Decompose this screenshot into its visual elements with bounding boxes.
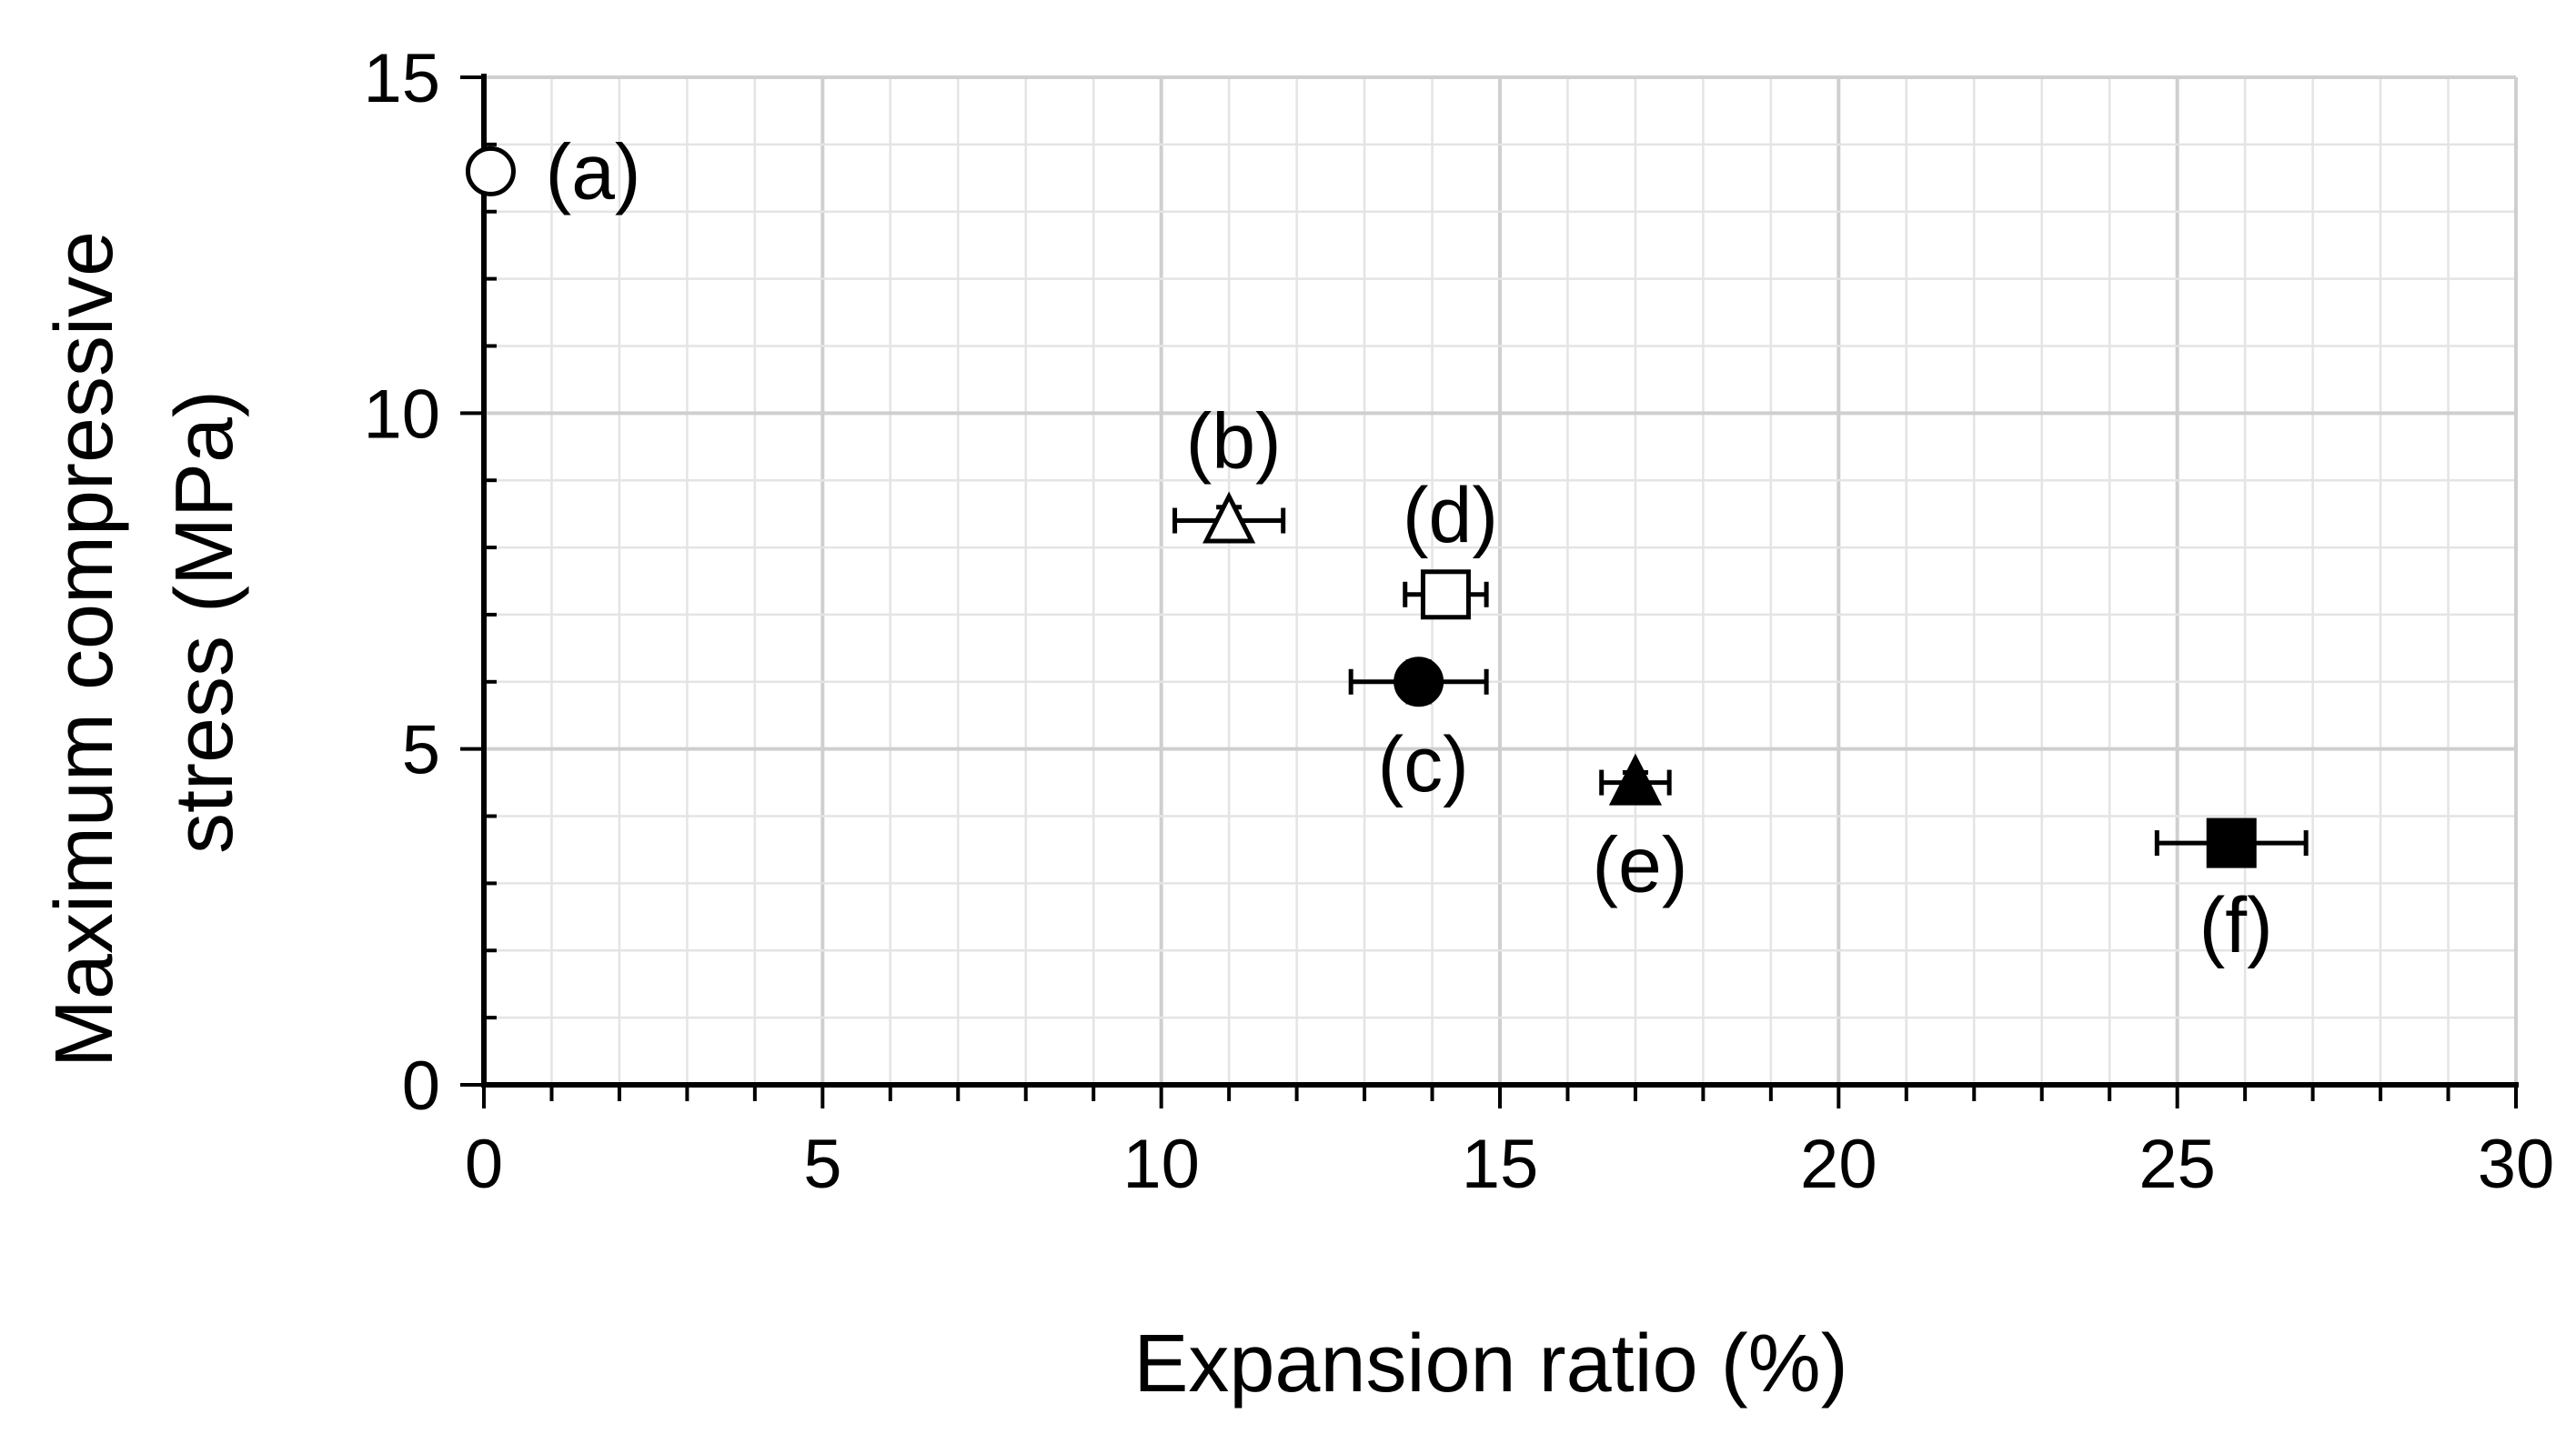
x-tick-label: 20 [1800,1126,1877,1203]
x-tick-label: 10 [1122,1126,1200,1203]
y-tick-label: 5 [402,712,440,789]
point-label: (f) [2199,882,2273,969]
data-points: (a) (b) (c) (d) (e) (f) [465,128,2309,969]
data-point-6: (f) [2154,817,2309,969]
triangle-marker [1202,491,1256,544]
x-tick-label: 15 [1462,1126,1539,1203]
square-marker [2206,817,2257,868]
x-axis-title: Expansion ratio (%) [1133,1319,1847,1409]
x-tick-label: 0 [465,1126,503,1203]
data-point-2: (b) [1172,398,1286,544]
x-tick-label: 30 [2478,1126,2555,1203]
y-tick-label: 10 [363,376,440,453]
point-label: (b) [1186,398,1282,486]
axes [460,74,2519,1108]
point-label: (e) [1592,822,1687,909]
circle-marker [465,145,516,196]
axis-titles: Expansion ratio (%) Maximum compressive … [39,231,1848,1409]
y-axis-title-line-1: Maximum compressive [39,231,130,1068]
y-tick-label: 0 [402,1048,440,1125]
data-point-3: (c) [1348,657,1489,808]
x-tick-label: 5 [803,1126,841,1203]
data-point-1: (a) [465,128,641,216]
square-marker [1420,569,1471,620]
y-axis-title-line-2: stress (MPa) [159,390,250,854]
data-point-4: (d) [1403,472,1498,620]
circle-marker [1394,657,1444,707]
point-label: (a) [545,128,640,216]
data-point-5: (e) [1592,753,1687,909]
point-label: (d) [1403,472,1498,559]
y-tick-label: 15 [363,40,440,117]
point-label: (c) [1377,721,1468,808]
x-tick-label: 25 [2138,1126,2216,1203]
triangle-marker [1608,753,1663,806]
tick-labels: 0 5 10 15 0 5 10 15 20 25 30 [363,40,2554,1203]
